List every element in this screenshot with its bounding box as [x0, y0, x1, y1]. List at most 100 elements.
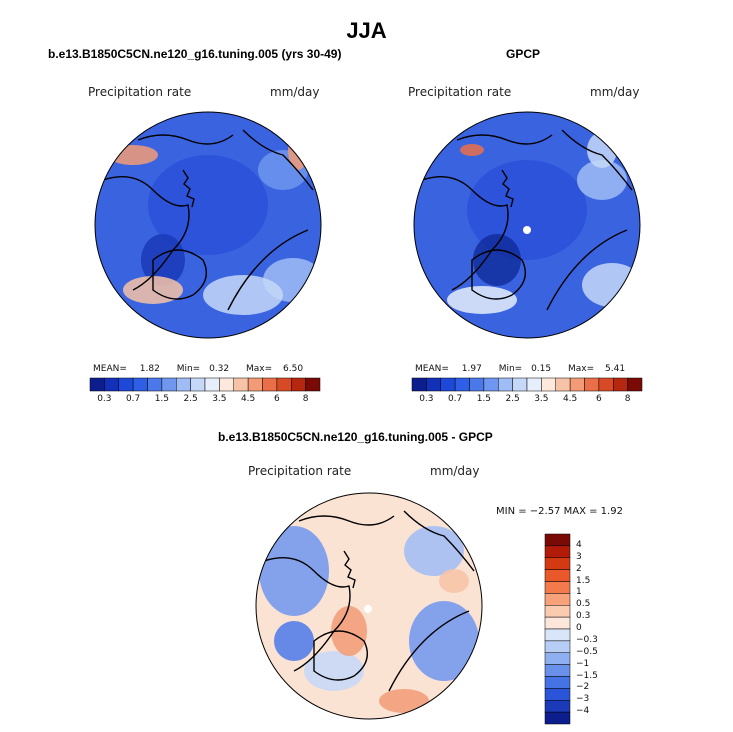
colorbar-swatch: [544, 688, 571, 701]
colorbar-swatch: [544, 593, 571, 606]
model-panel-title: b.e13.B1850C5CN.ne120_g16.tuning.005 (yr…: [48, 47, 342, 61]
colorbar-swatch: [104, 377, 119, 392]
colorbar-tick-label: −0.3: [576, 634, 598, 645]
field-patch: [331, 606, 367, 656]
colorbar-swatch: [469, 377, 485, 392]
model-polar-map: [94, 111, 322, 339]
colorbar-tick-label: 6: [274, 394, 280, 404]
colorbar-swatch: [541, 377, 556, 392]
coastline: [313, 630, 368, 681]
obs-stats: MEAN= 1.97 Min= 0.15 Max= 5.41: [415, 364, 645, 374]
coastline: [456, 134, 553, 145]
colorbar-swatch: [544, 545, 571, 558]
obs-max-value: 5.41: [605, 364, 626, 374]
obs-units-label: mm/day: [590, 85, 640, 99]
model-max-value: 6.50: [283, 364, 304, 374]
obs-max-label: Max=: [568, 364, 595, 374]
field-patch: [404, 526, 464, 576]
colorbar-swatch: [544, 581, 571, 594]
field-patch: [409, 601, 479, 681]
coastline: [242, 129, 314, 191]
obs-polar-map: [413, 111, 641, 339]
colorbar-swatch: [233, 377, 249, 392]
coastline: [182, 169, 195, 208]
model-max-label: Max=: [246, 364, 273, 374]
obs-mean-label: MEAN=: [415, 364, 449, 374]
colorbar-tick-label: 3.5: [534, 394, 549, 404]
field-patch: [258, 150, 308, 190]
colorbar-swatch: [426, 377, 441, 392]
colorbar-swatch: [262, 377, 278, 392]
coastline: [152, 249, 207, 300]
colorbar-tick-label: 0.7: [447, 394, 463, 404]
colorbar-tick-label: 2: [576, 563, 582, 574]
colorbar-swatch: [204, 377, 220, 392]
colorbar-swatch: [291, 377, 306, 392]
colorbar-swatch: [544, 605, 571, 618]
model-colorbar: [89, 377, 321, 392]
colorbar-tick-label: 0.3: [576, 611, 591, 622]
field-patch: [460, 144, 484, 156]
colorbar-swatch: [544, 700, 571, 713]
model-min-label: Min=: [176, 364, 201, 374]
map-border: [255, 492, 483, 720]
colorbar-swatch: [544, 569, 571, 582]
colorbar-tick-label: 0.5: [576, 599, 591, 610]
colorbar-swatch: [544, 676, 571, 689]
colorbar-swatch: [89, 377, 105, 392]
coastline: [501, 169, 514, 208]
model-units-label: mm/day: [270, 85, 320, 99]
colorbar-swatch: [132, 377, 148, 392]
colorbar-tick-label: 1.5: [576, 575, 591, 586]
colorbar-tick-label: 0.7: [125, 394, 141, 404]
model-stats: MEAN= 1.82 Min= 0.32 Max= 6.50: [93, 364, 323, 374]
colorbar-swatch: [584, 377, 600, 392]
obs-min-value: 0.15: [531, 364, 552, 374]
colorbar-tick-label: 1.5: [476, 394, 492, 404]
obs-variable-label: Precipitation rate: [408, 85, 512, 99]
colorbar-swatch: [555, 377, 571, 392]
coastline: [102, 176, 190, 291]
colorbar-tick-label: −3: [576, 694, 590, 705]
colorbar-swatch: [544, 711, 571, 725]
coastline: [561, 129, 633, 191]
colorbar-tick-label: 4.5: [240, 394, 256, 404]
map-border: [94, 111, 322, 339]
coastline: [403, 510, 475, 572]
model-mean-label: MEAN=: [93, 364, 127, 374]
colorbar-tick-label: 1.5: [154, 394, 170, 404]
colorbar-tick-label: 3.5: [212, 394, 227, 404]
colorbar-swatch: [613, 377, 628, 392]
colorbar-swatch: [544, 616, 571, 630]
diff-colorbar-labels: 4 3 2 1.5 1 0.5 0.3 0 −0.3 −0.5 −1 −1.5 −2 −3 −4: [576, 534, 616, 724]
field-patch: [304, 651, 364, 691]
obs-min-label: Min=: [498, 364, 523, 374]
colorbar-tick-label: 0.3: [419, 394, 434, 404]
field-patch: [108, 145, 158, 165]
field-patch: [582, 263, 640, 307]
colorbar-swatch: [483, 377, 499, 392]
colorbar-swatch: [512, 377, 528, 392]
colorbar-swatch: [544, 652, 571, 665]
diff-variable-label: Precipitation rate: [248, 464, 352, 478]
model-variable-label: Precipitation rate: [88, 85, 192, 99]
field-patch: [141, 234, 185, 286]
colorbar-swatch: [544, 557, 571, 570]
diff-colorbar: [544, 533, 571, 725]
field-patch: [148, 155, 268, 255]
colorbar-swatch: [247, 377, 263, 392]
colorbar-swatch: [219, 377, 234, 392]
figure-title: JJA: [346, 18, 387, 43]
colorbar-tick-label: 2.5: [505, 394, 520, 404]
colorbar-swatch: [627, 377, 643, 392]
obs-mean-value: 1.97: [461, 364, 482, 374]
colorbar-tick-label: 3: [576, 551, 582, 562]
field-patch: [203, 275, 283, 315]
model-mean-value: 1.82: [139, 364, 160, 374]
colorbar-swatch: [190, 377, 206, 392]
diff-polar-map: [255, 492, 483, 720]
colorbar-swatch: [305, 377, 321, 392]
obs-panel-title: GPCP: [506, 47, 541, 61]
obs-colorbar-labels: 0.3 0.7 1.5 2.5 3.5 4.5 6 8: [412, 394, 642, 406]
coastline: [137, 134, 234, 145]
